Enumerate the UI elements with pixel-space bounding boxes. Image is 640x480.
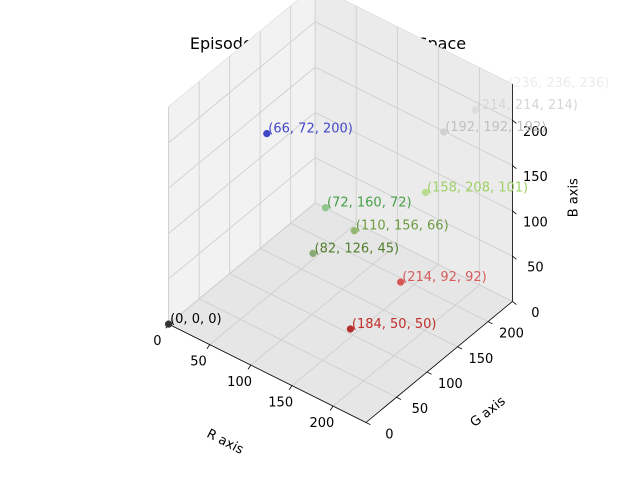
x-tick-label: 50: [190, 355, 207, 370]
y-tick-label: 200: [499, 327, 524, 342]
point-label: (158, 208, 101): [427, 180, 528, 195]
point-label: (214, 214, 214): [477, 98, 578, 113]
z-tick: [512, 119, 517, 124]
z-tick: [512, 301, 517, 305]
data-point: [350, 227, 358, 235]
y-tick-label: 50: [412, 402, 429, 417]
x-tick: [288, 385, 293, 390]
y-tick: [457, 346, 463, 350]
data-point: [309, 249, 317, 258]
point-label: (110, 156, 66): [356, 219, 449, 234]
y-tick: [365, 422, 371, 426]
point-labels: (0, 0, 0) (184, 50, 50) (214, 92, 92) (66, …: [170, 76, 609, 332]
x-tick-label: 0: [153, 334, 161, 349]
x-tick-label: 150: [268, 396, 293, 411]
x-axis-label: R axis: [204, 427, 246, 458]
point-label: (72, 160, 72): [327, 196, 412, 211]
data-point: [503, 84, 511, 92]
point-label: (214, 92, 92): [402, 270, 487, 285]
z-tick-label: 100: [523, 215, 548, 230]
point-label: (192, 192, 192): [445, 120, 546, 135]
z-tick: [512, 165, 517, 170]
y-tick: [487, 321, 493, 325]
grid-line: [168, 21, 316, 144]
axis-panes: [167, 0, 514, 423]
x-tick-label: 100: [227, 375, 252, 390]
z-tick-label: 200: [523, 125, 548, 140]
data-points: [164, 84, 511, 333]
y-tick-label: 100: [438, 377, 463, 392]
z-tick-label: 150: [523, 170, 548, 185]
x-tick-label: 200: [309, 416, 334, 431]
tick-labels: 0 50 100 150 200 0 50 100 150 200 0 50 100 150 200: [153, 125, 548, 443]
y-tick: [396, 396, 402, 400]
tick-marks: [165, 119, 517, 426]
data-point: [263, 129, 271, 138]
y-tick-label: 0: [385, 427, 393, 442]
point-label: (236, 236, 236): [508, 76, 609, 91]
y-tick-label: 150: [468, 352, 493, 367]
y-tick: [426, 371, 432, 375]
z-tick-label: 50: [527, 261, 544, 276]
x-tick: [206, 344, 211, 349]
data-point: [164, 320, 173, 328]
z-tick-label: 0: [531, 306, 539, 321]
data-point: [421, 188, 430, 197]
x-tick: [329, 405, 334, 411]
data-point: [321, 204, 330, 212]
y-axis-label: G axis: [468, 394, 509, 431]
point-label: (0, 0, 0): [170, 312, 222, 327]
z-tick: [512, 255, 517, 260]
data-point: [471, 106, 479, 114]
point-label: (82, 126, 45): [315, 241, 400, 256]
x-tick: [247, 364, 252, 370]
grid-line: [314, 21, 513, 121]
data-point: [346, 325, 355, 333]
z-tick: [512, 210, 517, 215]
z-axis-label: B axis: [567, 178, 582, 217]
data-point: [397, 278, 405, 286]
point-label: (184, 50, 50): [352, 317, 437, 332]
grid-line: [290, 222, 489, 323]
point-label: (66, 72, 200): [268, 122, 353, 137]
data-point: [440, 128, 448, 136]
